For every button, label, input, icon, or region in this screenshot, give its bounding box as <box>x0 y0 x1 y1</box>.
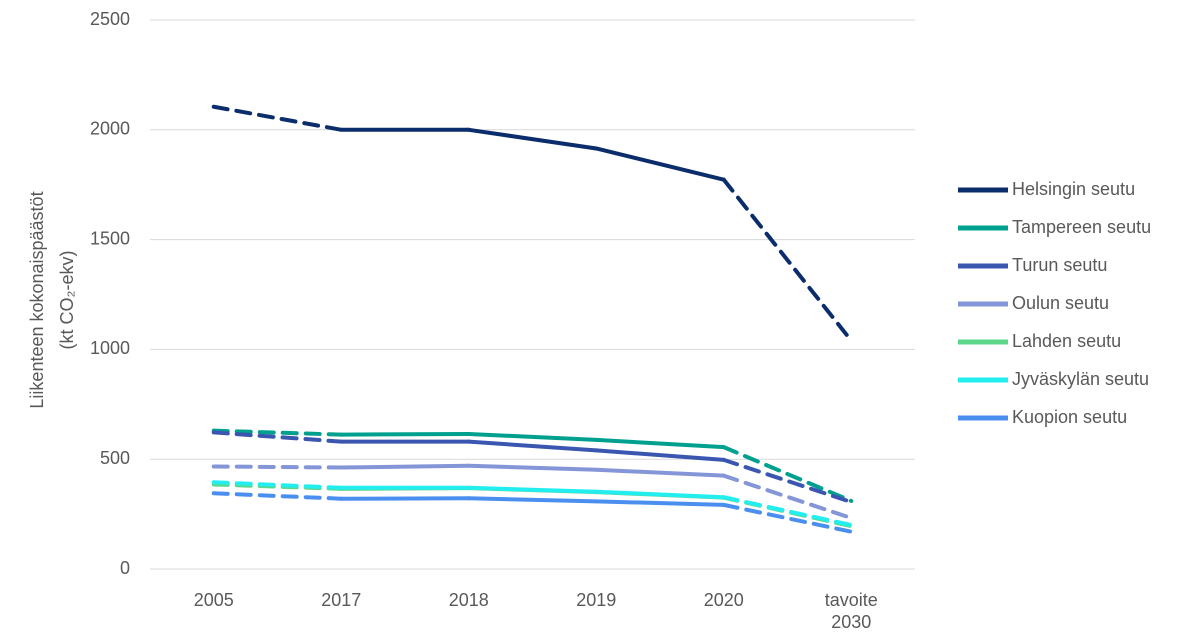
line-segment <box>211 482 344 491</box>
legend-label: Oulun seutu <box>1012 293 1109 313</box>
line-segment <box>594 146 726 182</box>
legend-label: Kuopion seutu <box>1012 407 1127 427</box>
y-axis-label: Liikenteen kokonaispäästöt <box>27 191 47 408</box>
y-tick-label: 2500 <box>90 9 130 29</box>
line-segment <box>466 463 599 472</box>
line-segment <box>466 127 599 151</box>
line-segment <box>594 467 726 478</box>
line-segment <box>466 485 599 494</box>
line-segment <box>466 431 599 442</box>
y-tick-label: 0 <box>120 558 130 578</box>
y-tick-label: 1000 <box>90 338 130 358</box>
line-segment <box>721 502 854 534</box>
y-tick-label: 500 <box>100 448 130 468</box>
legend-label: Turun seutu <box>1012 255 1107 275</box>
x-tick-label: 2005 <box>193 590 234 610</box>
x-tick-label: 2019 <box>576 590 617 610</box>
line-segment <box>721 495 854 528</box>
line-segment <box>466 496 599 504</box>
legend-label: Jyväskylän seutu <box>1012 369 1149 389</box>
line-segment <box>339 463 471 470</box>
line-segment <box>721 445 854 503</box>
x-tick-label: 2018 <box>448 590 489 610</box>
x-tick-label: tavoite 2030 <box>824 590 878 632</box>
y-tick-label: 1500 <box>90 228 130 248</box>
x-tick-label: 2017 <box>321 590 362 610</box>
line-segment <box>594 448 726 462</box>
line-segment <box>339 431 471 437</box>
legend-label: Tampereen seutu <box>1012 217 1151 237</box>
line-segment <box>211 104 344 132</box>
y-axis-label: (kt CO₂-ekv) <box>57 251 77 350</box>
line-segment <box>721 473 854 521</box>
legend-label: Lahden seutu <box>1012 331 1121 351</box>
line-segment <box>594 437 726 450</box>
x-tick-label: 2020 <box>703 590 744 610</box>
y-tick-label: 2000 <box>90 119 130 139</box>
line-segment <box>594 499 726 507</box>
line-segment <box>211 430 344 444</box>
line-segment <box>211 480 344 490</box>
line-segment <box>466 439 599 453</box>
line-segment <box>211 428 344 437</box>
line-segment <box>594 489 726 500</box>
line-segment <box>211 491 344 501</box>
line-segment <box>721 457 854 505</box>
line-segment <box>211 464 344 470</box>
legend-label: Helsingin seutu <box>1012 179 1135 199</box>
line-segment <box>721 177 854 343</box>
